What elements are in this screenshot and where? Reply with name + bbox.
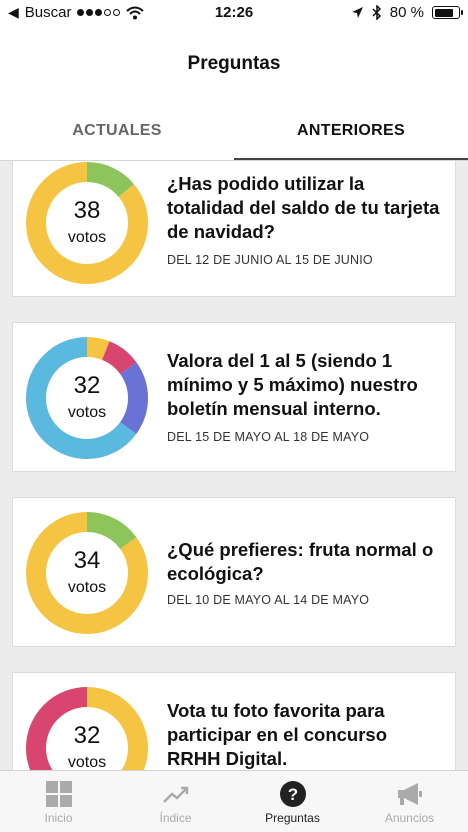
question-title: Vota tu foto favorita para participar en… xyxy=(167,700,388,769)
grid-icon xyxy=(45,781,72,807)
votes-label: votos xyxy=(67,579,107,596)
bluetooth-icon xyxy=(372,5,381,20)
question-date: DEL 12 DE JUNIO AL 15 DE JUNIO xyxy=(167,253,373,267)
back-arrow-icon[interactable]: ◀ xyxy=(8,4,19,20)
question-date: DEL 15 DE MAYO AL 18 DE MAYO xyxy=(167,430,370,444)
battery-icon xyxy=(432,6,463,19)
votes-label: votos xyxy=(67,229,107,246)
donut-segment-red xyxy=(26,687,148,770)
donut-segment-purple xyxy=(26,337,148,459)
megaphone-icon xyxy=(397,783,422,805)
question-title: ¿Qué prefieres: fruta normal o ecológica… xyxy=(167,539,434,584)
votes-label: votos xyxy=(67,754,107,770)
tabs-divider xyxy=(0,160,468,161)
signal-icon xyxy=(77,9,121,16)
svg-text:?: ? xyxy=(287,785,297,804)
question-card[interactable]: 38 votos ¿Has podido utilizar la totalid… xyxy=(12,161,456,297)
question-date: DEL 10 DE MAYO AL 14 DE MAYO xyxy=(167,593,370,607)
status-time: 12:26 xyxy=(214,4,254,21)
bottom-tab-bar: Inicio Índice ? Preguntas Anuncios xyxy=(0,770,468,832)
nav-label: Índice xyxy=(159,811,192,825)
votes-donut-chart: 32 votos xyxy=(25,686,149,770)
votes-count: 38 xyxy=(73,197,101,224)
nav-label: Anuncios xyxy=(384,811,435,825)
status-left: ◀ Buscar xyxy=(8,4,145,21)
nav-label: Preguntas xyxy=(265,811,320,825)
votes-count: 32 xyxy=(73,372,101,399)
votes-count: 34 xyxy=(73,547,101,574)
question-title: Valora del 1 al 5 (siendo 1 mínimo y 5 m… xyxy=(167,350,418,419)
question-icon: ? xyxy=(279,781,306,807)
battery-percent: 80 % xyxy=(389,4,424,21)
status-right: 80 % xyxy=(351,4,463,21)
segment-tabs: ACTUALES ANTERIORES xyxy=(0,100,468,161)
trend-icon xyxy=(162,786,188,803)
wifi-icon xyxy=(126,6,145,19)
nav-anuncios[interactable]: Anuncios xyxy=(351,771,468,832)
nav-preguntas[interactable]: ? Preguntas xyxy=(234,771,351,832)
question-card[interactable]: 32 votos Valora del 1 al 5 (siendo 1 mín… xyxy=(12,322,456,472)
status-bar: ◀ Buscar 12:26 80 % xyxy=(0,0,468,26)
donut-segment-yellow xyxy=(26,162,148,284)
page-title: Preguntas xyxy=(187,53,281,74)
donut-segment-yellow xyxy=(26,512,148,634)
votes-donut-chart: 38 votos xyxy=(25,161,149,285)
tab-actuales[interactable]: ACTUALES xyxy=(72,122,162,139)
carrier-label[interactable]: Buscar xyxy=(24,4,72,21)
question-card[interactable]: 34 votos ¿Qué prefieres: fruta normal o … xyxy=(12,497,456,647)
votes-label: votos xyxy=(67,404,107,421)
question-card[interactable]: 32 votos Vota tu foto favorita para part… xyxy=(12,672,456,770)
nav-indice[interactable]: Índice xyxy=(117,771,234,832)
location-arrow-icon xyxy=(351,7,363,18)
tab-anteriores[interactable]: ANTERIORES xyxy=(234,100,468,161)
votes-donut-chart: 32 votos xyxy=(25,336,149,460)
questions-list[interactable]: 38 votos ¿Has podido utilizar la totalid… xyxy=(0,161,468,770)
votes-count: 32 xyxy=(73,722,101,749)
nav-bar: Preguntas xyxy=(0,26,468,100)
donut-segment-blue xyxy=(26,337,148,459)
nav-inicio[interactable]: Inicio xyxy=(0,771,117,832)
question-title: ¿Has podido utilizar la totalidad del sa… xyxy=(167,173,440,242)
votes-donut-chart: 34 votos xyxy=(25,511,149,635)
nav-label: Inicio xyxy=(44,811,73,825)
